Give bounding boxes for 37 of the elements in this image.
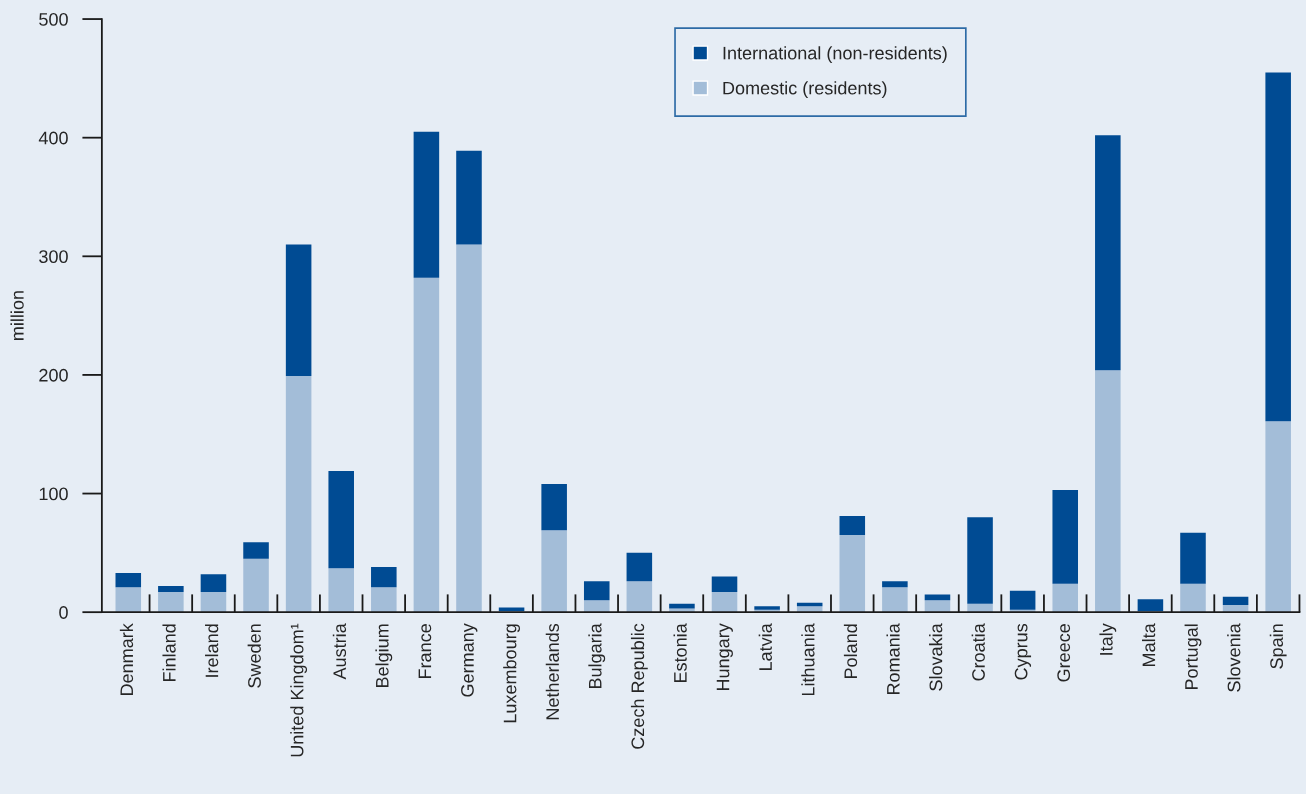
x-tick-label: Hungary — [716, 623, 733, 691]
x-tick-label: Italy — [1099, 623, 1117, 655]
x-tick-label: Luxembourg — [503, 624, 520, 723]
x-tick-label: Netherlands — [545, 623, 560, 720]
x-tick-label: Slovakia — [929, 623, 943, 691]
legend-label: International (non-residents) — [723, 46, 947, 64]
x-tick-label: Portugal — [1184, 624, 1202, 690]
x-tick-label: Estonia — [673, 623, 687, 683]
x-tick-label: Cyprus — [1014, 623, 1032, 680]
y-axis-title: million — [10, 291, 24, 340]
y-tick-label: 500 — [39, 12, 68, 26]
y-tick-label: 0 — [59, 606, 68, 619]
x-tick-label: Austria — [332, 623, 347, 680]
x-tick-label: France — [418, 624, 432, 678]
x-tick-label: Ireland — [205, 624, 219, 677]
x-tick-label: United Kingdom¹ — [290, 623, 308, 757]
x-tick-label: Germany — [461, 623, 478, 697]
legend-label: Domestic (residents) — [723, 81, 887, 99]
y-tick-label: 300 — [39, 250, 68, 264]
x-tick-label: Spain — [1269, 624, 1287, 669]
y-tick-label: 100 — [39, 487, 68, 501]
x-tick-label: Latvia — [758, 623, 772, 670]
x-tick-label: Finland — [162, 624, 176, 682]
x-tick-label: Malta — [1141, 623, 1156, 666]
y-tick-label: 400 — [38, 131, 68, 145]
x-tick-label: Poland — [843, 624, 858, 679]
x-tick-label: Slovenia — [1227, 623, 1241, 692]
x-tick-label: Bulgaria — [588, 623, 606, 689]
x-tick-label: Belgium — [375, 624, 393, 688]
x-tick-label: Romania — [886, 623, 900, 695]
x-tick-label: Lithuania — [801, 623, 815, 696]
x-tick-label: Greece — [1057, 624, 1071, 682]
x-tick-label: Czech Republic — [630, 623, 648, 749]
x-tick-label: Denmark — [119, 623, 134, 696]
y-tick-label: 200 — [39, 368, 68, 382]
x-tick-label: Sweden — [247, 624, 261, 688]
x-tick-label: Croatia — [971, 623, 985, 681]
